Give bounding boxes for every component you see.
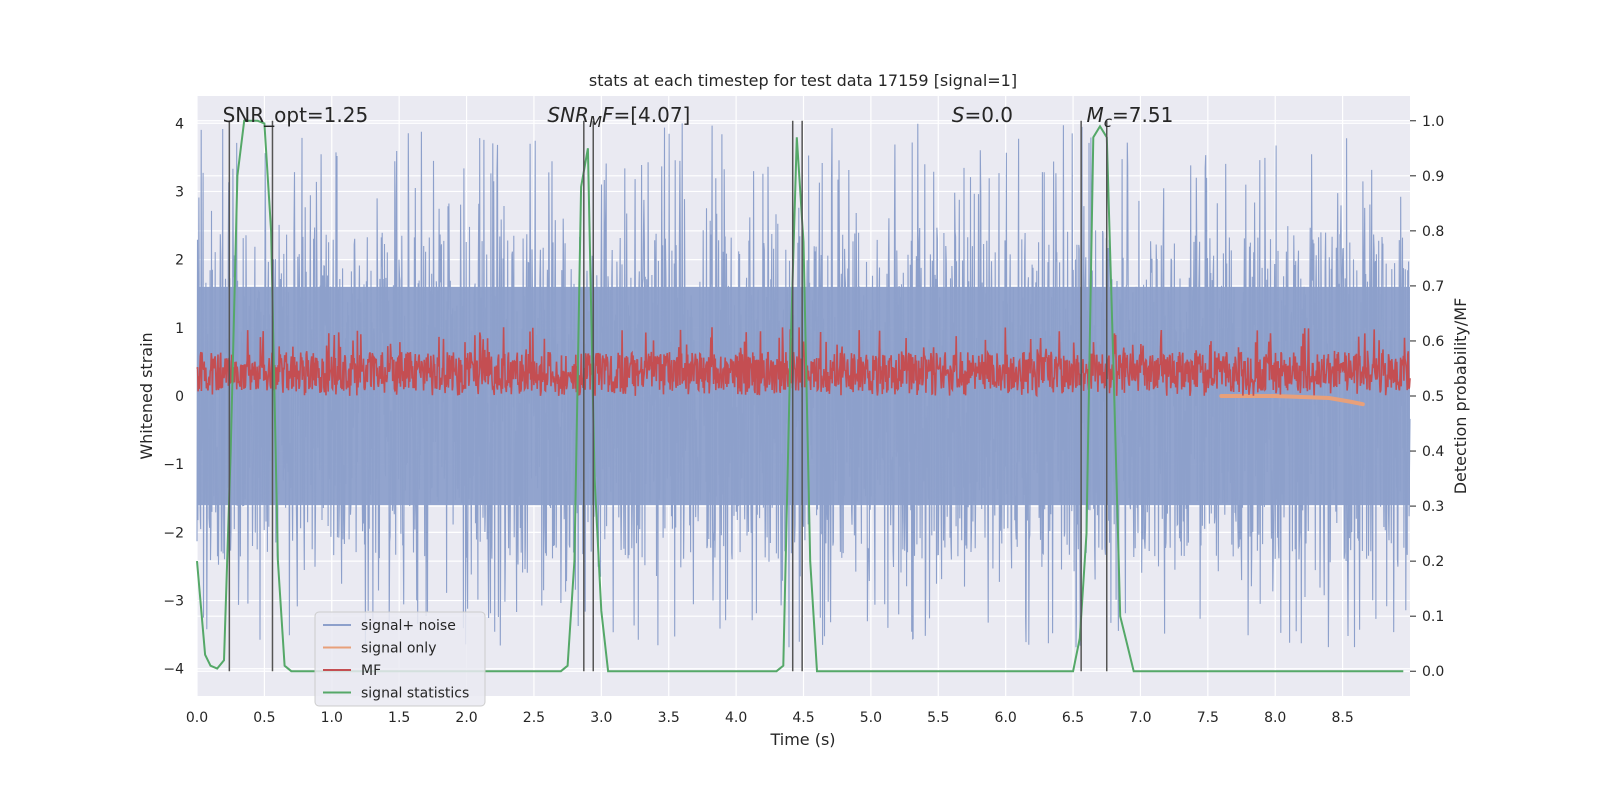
x-tick-label: 1.5 <box>388 710 410 726</box>
x-tick-label: 1.0 <box>321 710 343 726</box>
x-tick-label: 5.0 <box>860 710 882 726</box>
y-tick-label: 1 <box>175 321 184 337</box>
y2-tick-label: 0.5 <box>1422 389 1444 405</box>
y-tick-label: −4 <box>163 662 184 678</box>
x-tick-label: 7.5 <box>1197 710 1219 726</box>
annotation-snr_opt: SNR_opt=1.25 <box>223 103 369 127</box>
annotation-s: S=0.0 <box>952 103 1013 127</box>
x-tick-label: 2.0 <box>455 710 477 726</box>
legend-label: signal+ noise <box>361 618 456 634</box>
y-tick-label: 4 <box>175 116 184 132</box>
y2-tick-label: 0.9 <box>1422 169 1444 185</box>
series-signal-noise <box>196 123 1411 648</box>
y2-tick-label: 0.6 <box>1422 334 1444 350</box>
annotations: SNR_opt=1.25 SNRMF=[4.07] S=0.0 Mc=7.51 <box>223 103 1174 131</box>
vertical-markers <box>228 120 1108 672</box>
y2-tick-label: 0.7 <box>1422 279 1444 295</box>
x-tick-label: 4.5 <box>792 710 814 726</box>
legend: signal+ noise signal only MF signal statist… <box>314 611 486 707</box>
y-tick-label: −1 <box>163 457 184 473</box>
y2-tick-label: 0.4 <box>1422 444 1444 460</box>
x-tick-label: 2.5 <box>523 710 545 726</box>
series-signal-statistics <box>196 119 1404 673</box>
y2-tick-label: 0.0 <box>1422 664 1444 680</box>
y2-tick-label: 1.0 <box>1422 114 1444 130</box>
x-tick-label: 6.0 <box>995 710 1017 726</box>
y2-tick-label: 0.3 <box>1422 499 1444 515</box>
x-tick-label: 7.0 <box>1129 710 1151 726</box>
series-signal-only <box>1219 394 1365 407</box>
x-tick-label: 3.0 <box>590 710 612 726</box>
x-tick-label: 5.5 <box>927 710 949 726</box>
x-tick-label: 4.0 <box>725 710 747 726</box>
y-axis-label: Whitened strain <box>137 332 156 459</box>
legend-label: signal only <box>361 641 436 657</box>
x-axis-label: Time (s) <box>769 730 835 749</box>
x-tick-label: 6.5 <box>1062 710 1084 726</box>
y-tick-label: 0 <box>175 389 184 405</box>
annotation-mc: Mc=7.51 <box>1087 103 1174 131</box>
y-tick-label: 2 <box>175 253 184 269</box>
x-tick-label: 8.5 <box>1331 710 1353 726</box>
x-tick-label: 0.5 <box>253 710 275 726</box>
y-tick-label: 3 <box>175 184 184 200</box>
x-tick-label: 3.5 <box>658 710 680 726</box>
legend-box <box>314 611 486 707</box>
y2-tick-label: 0.8 <box>1422 224 1444 240</box>
legend-label: MF <box>361 663 381 679</box>
legend-label: signal statistics <box>361 686 469 702</box>
x-tick-label: 0.0 <box>186 710 208 726</box>
y2-tick-label: 0.1 <box>1422 609 1444 625</box>
series-layer <box>196 119 1411 673</box>
annotation-snr_mf: SNRMF=[4.07] <box>547 103 690 131</box>
tick-labels: 0.0 0.5 1.0 1.5 2.0 2.5 3.0 3.5 4.0 4.5 5.0 5.5 6.0 6… <box>163 114 1444 726</box>
x-tick-label: 8.0 <box>1264 710 1286 726</box>
chart-title: stats at each timestep for test data 171… <box>589 71 1017 90</box>
y-tick-label: −3 <box>163 594 184 610</box>
y2-tick-label: 0.2 <box>1422 554 1444 570</box>
series-mf <box>196 327 1411 398</box>
y2-axis-label: Detection probability/MF <box>1451 298 1470 495</box>
y-tick-label: −2 <box>163 525 184 541</box>
